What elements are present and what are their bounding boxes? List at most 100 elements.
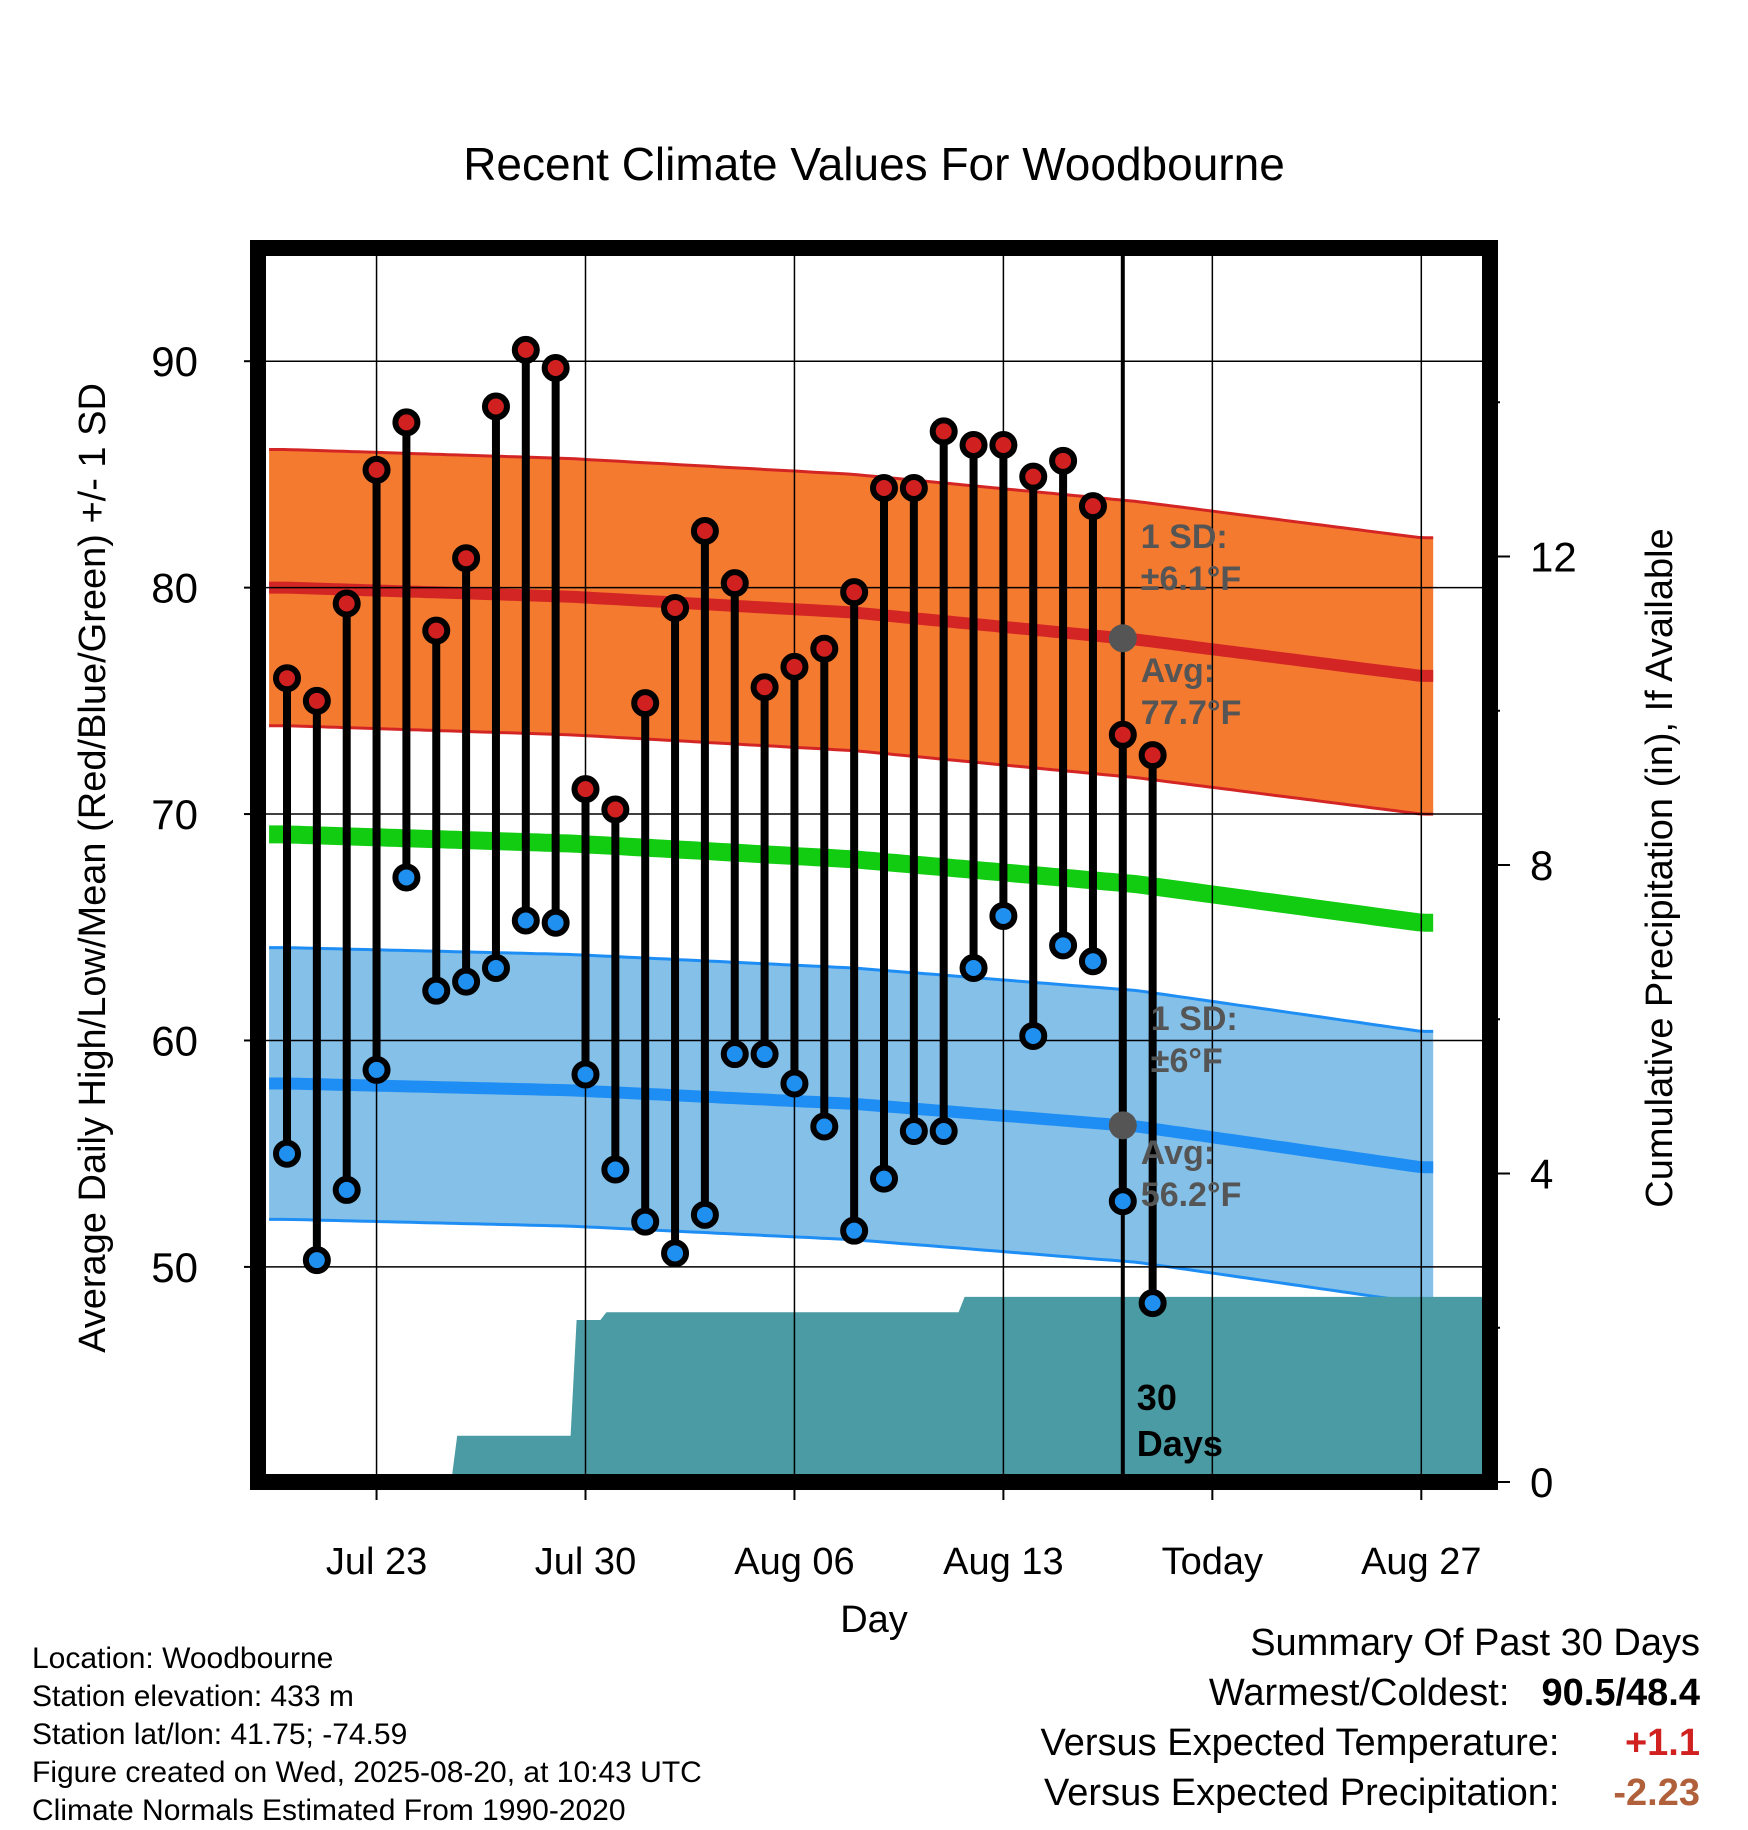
low-point — [1138, 1289, 1167, 1318]
high-sd-upper-edge — [269, 448, 1434, 540]
low-avg-label: Avg: — [1141, 1134, 1215, 1172]
low-point — [392, 863, 421, 892]
high-point — [511, 335, 540, 364]
summary-warm-cold-label: Warmest/Coldest: — [1208, 1672, 1510, 1714]
summary-temp-value: +1.1 — [1624, 1722, 1700, 1764]
x-tick-label: Aug 13 — [943, 1541, 1063, 1583]
axes: 50 60 70 80 90 0 4 8 12 Jul 23 Jul 30 Aug 06 Aug 13 T… — [151, 247, 1577, 1583]
high-point — [870, 474, 898, 503]
low-sd-label: 1 SD: — [1151, 1000, 1238, 1038]
low-avg-marker — [1108, 1111, 1137, 1140]
high-avg-label: Avg: — [1141, 652, 1215, 690]
low-point — [840, 1216, 869, 1245]
y-tick-label: 70 — [151, 791, 198, 838]
summary-temp-label: Versus Expected Temperature: — [1040, 1722, 1560, 1764]
low-point — [481, 954, 510, 983]
y2-tick-label: 8 — [1530, 842, 1553, 889]
low-point — [273, 1139, 301, 1168]
low-point — [870, 1164, 898, 1193]
chart-title: Recent Climate Values For Woodbourne — [463, 138, 1285, 190]
info-elevation: Station elevation: 433 m — [32, 1680, 354, 1713]
high-point — [452, 544, 481, 573]
low-point — [690, 1200, 719, 1229]
low-point — [1049, 931, 1078, 960]
high-point — [840, 578, 869, 607]
x-tick-label: Jul 30 — [535, 1541, 636, 1583]
low-point — [929, 1117, 958, 1146]
high-point — [899, 474, 928, 503]
high-point — [601, 795, 630, 824]
y2-tick-label: 12 — [1530, 534, 1577, 581]
low-point — [332, 1175, 361, 1204]
high-point — [1049, 446, 1078, 475]
high-sd-value: ±6.1°F — [1141, 560, 1241, 598]
window-label-line2: Days — [1137, 1423, 1223, 1464]
low-point — [750, 1040, 779, 1069]
low-point — [720, 1040, 749, 1069]
low-point — [780, 1069, 809, 1098]
low-point — [959, 954, 988, 983]
plot-inner — [258, 248, 1490, 1482]
low-point — [541, 908, 570, 937]
plot-area: 1 SD: ±6.1°F Avg: 77.7°F 1 SD: ±6°F Avg: 56.2°F… — [151, 240, 1577, 1583]
summary-precip-label: Versus Expected Precipitation: — [1044, 1772, 1560, 1814]
high-point — [810, 634, 839, 663]
summary-warm-cold: Warmest/Coldest: 90.5/48.4 — [1209, 1672, 1700, 1715]
summary-precip-value: -2.23 — [1613, 1772, 1700, 1814]
y-axis-label: Average Daily High/Low/Mean (Red/Blue/Gr… — [72, 383, 114, 1353]
high-point — [690, 517, 719, 546]
window-label-line1: 30 — [1137, 1377, 1177, 1418]
high-point — [571, 775, 600, 804]
high-point — [631, 689, 660, 718]
summary-temp: Versus Expected Temperature: +1.1 — [1041, 1722, 1700, 1765]
info-created: Figure created on Wed, 2025-08-20, at 10… — [32, 1756, 702, 1789]
high-point — [959, 430, 988, 459]
high-point — [1108, 720, 1137, 749]
low-point — [571, 1060, 600, 1089]
y-tick-label: 60 — [151, 1017, 198, 1064]
low-point — [810, 1112, 839, 1141]
high-point — [929, 417, 958, 446]
low-point — [362, 1055, 391, 1084]
y-tick-label: 90 — [151, 338, 198, 385]
summary-title: Summary Of Past 30 Days — [1250, 1622, 1700, 1664]
high-point — [1138, 741, 1167, 770]
summary-warm-cold-value: 90.5/48.4 — [1541, 1672, 1700, 1714]
x-axis-label: Day — [840, 1599, 908, 1641]
high-point — [1019, 462, 1048, 491]
high-avg-marker — [1108, 624, 1137, 653]
low-point — [899, 1117, 928, 1146]
y2-tick-label: 4 — [1530, 1151, 1553, 1198]
low-avg-value: 56.2°F — [1141, 1176, 1242, 1214]
info-normals: Climate Normals Estimated From 1990-2020 — [32, 1794, 626, 1827]
high-avg-value: 77.7°F — [1141, 694, 1242, 732]
low-point — [1019, 1021, 1048, 1050]
high-sd-label: 1 SD: — [1141, 518, 1228, 556]
high-point — [481, 392, 510, 421]
high-point — [541, 354, 570, 383]
low-point — [631, 1207, 660, 1236]
info-latlon: Station lat/lon: 41.75; -74.59 — [32, 1718, 408, 1751]
y-tick-label: 50 — [151, 1244, 198, 1291]
low-point — [452, 967, 481, 996]
y2-axis-label: Cumulative Precipitation (in), If Availa… — [1639, 528, 1681, 1207]
high-point — [302, 686, 331, 715]
high-point — [720, 569, 749, 598]
x-tick-label: Aug 27 — [1361, 1541, 1481, 1583]
info-location: Location: Woodbourne — [32, 1642, 334, 1675]
low-point — [302, 1246, 331, 1275]
high-point — [1078, 492, 1107, 521]
high-point — [332, 589, 361, 618]
x-tick-label: Today — [1162, 1541, 1263, 1583]
precip-area — [269, 1296, 1490, 1482]
y-tick-label: 80 — [151, 565, 198, 612]
high-point — [780, 652, 809, 681]
low-point — [601, 1155, 630, 1184]
high-point — [392, 408, 421, 437]
low-point — [989, 901, 1018, 930]
high-point — [362, 455, 391, 484]
low-point — [661, 1239, 690, 1268]
high-point — [989, 430, 1018, 459]
high-point — [661, 594, 690, 623]
low-point — [1108, 1187, 1137, 1216]
